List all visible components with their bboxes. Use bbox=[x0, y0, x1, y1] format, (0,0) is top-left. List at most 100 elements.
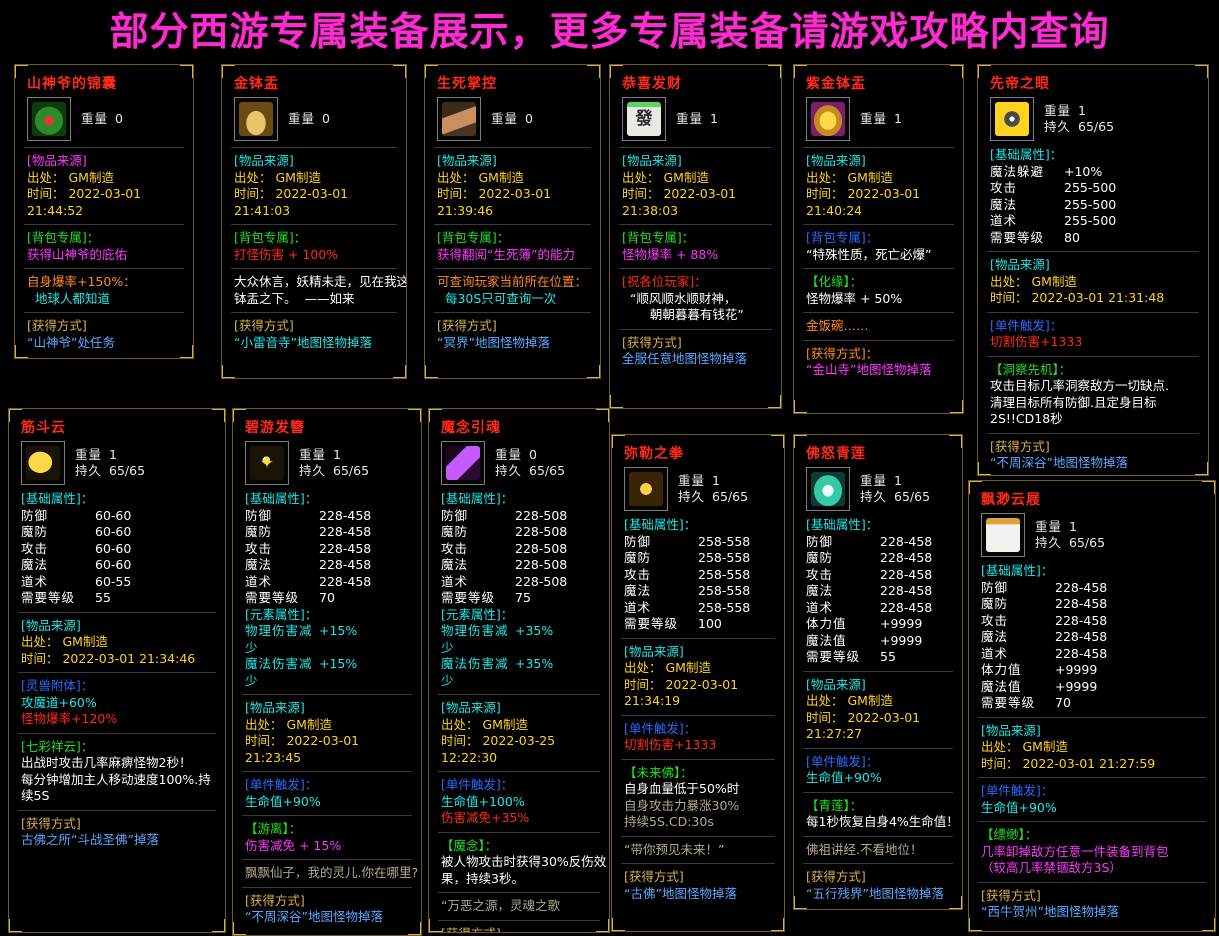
stat-row: 魔防 228-458 bbox=[245, 524, 412, 541]
card-header: 重量 1 持久 65/65 bbox=[981, 513, 1206, 557]
section-divider bbox=[803, 835, 953, 837]
stat-label: 魔法值 bbox=[806, 632, 847, 648]
stat-label: 魔防 bbox=[245, 524, 273, 539]
weight-value: 1 bbox=[333, 447, 341, 462]
stat-label: 魔法 bbox=[21, 557, 49, 572]
item-card-shengsi-zhangkong[interactable]: 生死掌控 重量 0 [物品来源] 出处： GM制造 时间： 2022-03-01 21:3… bbox=[424, 64, 601, 379]
card-header: 重量 1 持久 65/65 bbox=[990, 97, 1199, 141]
section-divider bbox=[978, 777, 1206, 778]
card-section: “带你预见未来！” bbox=[624, 842, 775, 859]
stat-value: 75 bbox=[515, 590, 531, 605]
durability-label: 持久 bbox=[678, 489, 706, 504]
stat-row: 魔法值 +9999 bbox=[981, 679, 1206, 696]
text-line: “特殊性质，死亡必爆” bbox=[806, 246, 932, 262]
item-card-gongxi-facai[interactable]: 恭喜发财發重量 1 [物品来源] 出处： GM制造 时间： 2022-03-01 21:… bbox=[609, 64, 782, 409]
corner-bracket-icon bbox=[771, 918, 784, 931]
text-line: “西牛贺州”地图怪物掉落 bbox=[981, 904, 1119, 919]
text-line: “金山寺”地图怪物掉落 bbox=[806, 362, 932, 377]
text-line: 时间： 2022-03-01 21:41:03 bbox=[234, 186, 349, 218]
weight-row: 重量 0 bbox=[495, 447, 565, 463]
text-line: [物品来源] bbox=[981, 722, 1041, 738]
boots-icon-art bbox=[986, 518, 1020, 552]
card-section: [获得方式] “不周深谷”地图怪物掉落 bbox=[245, 893, 412, 926]
stat-label: 魔法 bbox=[981, 629, 1009, 644]
text-line: “五行残界”地图怪物掉落 bbox=[806, 885, 944, 901]
stat-label: 魔法 bbox=[624, 583, 652, 598]
text-line: [物品来源] bbox=[624, 643, 684, 659]
stat-value: +9999 bbox=[880, 632, 923, 648]
text-line: 【洞察先机】： bbox=[990, 361, 1072, 377]
card-section: [基础属性]： 防御 228-458 魔防 228-458 攻击 228-458 魔法 228-… bbox=[806, 517, 953, 666]
text-line: 怪物爆率 + 88% bbox=[622, 246, 719, 262]
stat-value: 60-55 bbox=[95, 573, 132, 589]
text-line: 钵盂之下。 ——如来 bbox=[234, 290, 355, 306]
weight-label: 重量 bbox=[81, 111, 109, 126]
durability-value: 65/65 bbox=[1078, 119, 1115, 134]
item-card-zijin-boyu[interactable]: 紫金钵盂 重量 1 [物品来源] 出处： GM制造 时间： 2022-03-01 21:4… bbox=[793, 64, 964, 414]
eye-orb-icon-art bbox=[995, 102, 1029, 136]
card-section: 【青莲】： 每1秒恢复自身4%生命值！ bbox=[806, 798, 959, 831]
section-divider bbox=[434, 147, 591, 148]
stat-row: 魔法伤害减少 +35% bbox=[441, 656, 600, 689]
text-line: 每30S只可查询一次 bbox=[437, 290, 557, 306]
weight-label: 重量 bbox=[1035, 519, 1063, 534]
text-line: （较高几率禁锢敌方3S） bbox=[981, 860, 1122, 875]
card-section: [物品来源] 出处： GM制造 时间： 2022-03-01 21:44:52 bbox=[27, 153, 184, 219]
text-line: [单件触发]： bbox=[806, 753, 879, 769]
stat-label: 道术 bbox=[806, 599, 834, 615]
durability-label: 持久 bbox=[299, 463, 327, 478]
item-card-jindouyun[interactable]: 筋斗云 重量 1 持久 65/65 [基础属性]： 防御 60-60 魔防 60-60 攻击 60-6… bbox=[8, 408, 226, 933]
item-card-fonu-qinglian[interactable]: 佛怒青莲 重量 1 持久 65/65 [基础属性]： 防御 228-458 魔防 228-458 攻… bbox=[793, 434, 963, 910]
card-section: [获得方式] “不周深谷”地图怪物掉落 bbox=[990, 439, 1199, 472]
item-card-shanshenye-jinnang[interactable]: 山神爷的锦囊 重量 0 [物品来源] 出处： GM制造 时间： 2022-03-01 21… bbox=[14, 64, 194, 359]
text-line: [获得方式] bbox=[981, 887, 1041, 903]
stats-title: [基础属性]： bbox=[806, 517, 879, 532]
card-title: 紫金钵盂 bbox=[806, 76, 866, 92]
card-header: 重量 1 持久 65/65 bbox=[624, 467, 775, 511]
card-title: 筋斗云 bbox=[21, 420, 66, 436]
item-card-jinbo-yu[interactable]: 金钵盂 重量 0 [物品来源] 出处： GM制造 时间： 2022-03-01 21:41… bbox=[221, 64, 407, 379]
stat-value: 228-458 bbox=[880, 550, 933, 565]
golden-bowl-icon bbox=[806, 97, 850, 141]
corner-bracket-icon bbox=[393, 365, 406, 378]
card-section: [物品来源] 出处： GM制造 时间： 2022-03-01 21:34:46 bbox=[21, 618, 216, 668]
text-line: “冥界”地图怪物掉落 bbox=[437, 334, 550, 350]
section-divider bbox=[803, 747, 953, 749]
stat-row: 防御 228-458 bbox=[981, 580, 1206, 597]
text-line: 【未来佛】： bbox=[624, 764, 693, 780]
text-line: 出处： GM制造 bbox=[27, 169, 114, 185]
stat-value: +15% bbox=[319, 623, 358, 638]
stat-label: 魔防 bbox=[441, 524, 469, 539]
section-divider bbox=[242, 694, 412, 695]
weight-value: 1 bbox=[109, 447, 117, 462]
item-card-xiandi-zhiyan[interactable]: 先帝之眼 重量 1 持久 65/65 [基础属性]： 魔法躲避 +10% 攻击 255-500 魔法… bbox=[977, 64, 1209, 476]
stat-row: 魔防 258-558 bbox=[624, 550, 775, 567]
stat-row: 物理伤害减少 +15% bbox=[245, 623, 412, 656]
eye-orb-icon bbox=[990, 97, 1034, 141]
text-line: [灵兽附体]： bbox=[21, 678, 94, 693]
stat-value: 228-508 bbox=[515, 573, 568, 589]
text-line: [背包专属]： bbox=[806, 230, 879, 245]
corner-bracket-icon bbox=[950, 400, 963, 413]
card-title: 弥勒之拳 bbox=[624, 446, 684, 462]
text-line: [背包专属]： bbox=[437, 230, 510, 245]
stat-label: 需要等级 bbox=[981, 695, 1036, 710]
text-line: 时间： 2022-03-01 21:27:27 bbox=[806, 709, 921, 742]
stat-label: 道术 bbox=[245, 573, 273, 589]
section-divider bbox=[438, 831, 600, 833]
item-card-biyou-fazan[interactable]: 碧游发簪 ✦ 重量 1 持久 65/65 [基础属性]： 防御 228-458 魔防 228-458… bbox=[232, 408, 422, 936]
text-line: 果，持续3秒。 bbox=[441, 870, 524, 886]
weight-row: 重量 1 bbox=[75, 447, 145, 463]
stat-value: 258-558 bbox=[698, 533, 751, 549]
card-section: [物品来源] 出处： GM制造 时间： 2022-03-01 21:39:46 bbox=[437, 153, 591, 219]
card-section: [获得方式] “五行残界”地图怪物掉落 bbox=[806, 869, 953, 902]
item-card-piaomiao-yunji[interactable]: 飘渺云屐 重量 1 持久 65/65 [基础属性]： 防御 228-458 魔防 228-458 攻… bbox=[968, 480, 1216, 932]
text-line: [单件触发]： bbox=[245, 777, 318, 792]
stat-label: 攻击 bbox=[624, 566, 652, 582]
stat-value: 60-60 bbox=[95, 507, 132, 523]
section-divider bbox=[619, 268, 772, 269]
text-line: 出处： GM制造 bbox=[622, 169, 709, 185]
item-card-monian-yinhun[interactable]: 魔念引魂 重量 0 持久 65/65 [基础属性]： 防御 228-508 魔防 228-508 攻… bbox=[428, 408, 610, 933]
corner-bracket-icon bbox=[610, 395, 623, 408]
item-card-mile-zhiquan[interactable]: 弥勒之拳 重量 1 持久 65/65 [基础属性]： 防御 258-558 魔防 258-558 攻… bbox=[611, 434, 785, 932]
